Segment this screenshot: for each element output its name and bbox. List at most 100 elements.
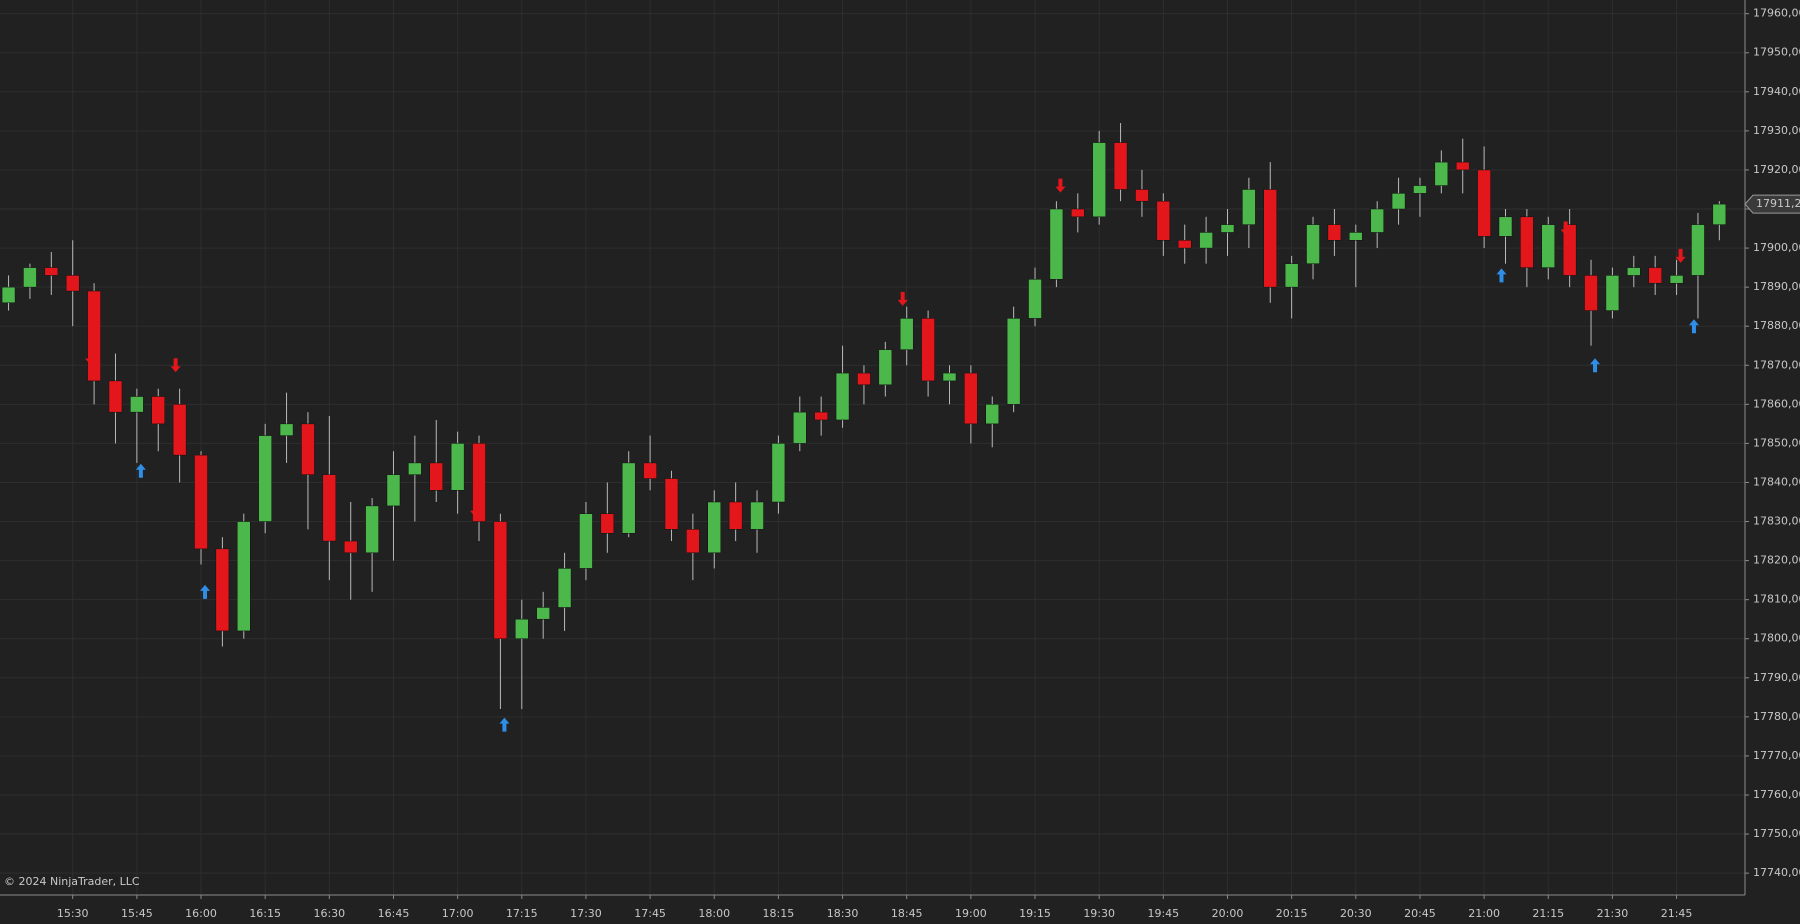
x-tick-label: 19:45	[1147, 907, 1179, 920]
candle-body	[899, 318, 914, 350]
y-tick-label: 17820,00	[1753, 554, 1800, 567]
y-tick-label: 17810,00	[1753, 593, 1800, 606]
x-tick-label: 17:45	[634, 907, 666, 920]
y-tick-label: 17790,00	[1753, 671, 1800, 684]
candle-body	[279, 423, 294, 436]
candle-body	[835, 372, 850, 421]
candle-body	[921, 318, 935, 382]
candle-body	[343, 540, 358, 554]
candle-body	[44, 267, 59, 276]
x-tick-label: 21:30	[1597, 907, 1629, 920]
x-tick-label: 18:45	[891, 907, 923, 920]
candle-body	[664, 478, 679, 530]
candle-body	[1498, 216, 1513, 237]
candle-body	[557, 568, 572, 608]
sell-signal	[1675, 248, 1686, 263]
candle-body	[194, 454, 208, 550]
candle-body	[65, 275, 80, 292]
y-tick-label: 17780,00	[1753, 710, 1800, 723]
candle-body	[1669, 275, 1684, 284]
y-tick-label: 17840,00	[1753, 475, 1800, 488]
x-tick-label: 15:30	[57, 907, 89, 920]
candle-body	[237, 521, 251, 632]
x-tick-label: 21:45	[1661, 907, 1693, 920]
candle-body	[964, 372, 978, 425]
candle-body	[750, 501, 764, 530]
candle-body	[814, 411, 828, 421]
plot	[1, 123, 1727, 732]
buy-signal	[1688, 319, 1699, 334]
candle-body	[600, 513, 615, 534]
sell-signal	[470, 502, 481, 517]
candle-body	[472, 443, 486, 522]
candle-body	[1434, 161, 1449, 186]
candle-body	[23, 267, 37, 288]
axes: 17740,00 17750,00 17760,00 17770,00 17780,00…	[57, 7, 1800, 920]
x-tick-label: 21:15	[1532, 907, 1564, 920]
buy-signal	[1590, 358, 1601, 373]
x-tick-label: 19:15	[1019, 907, 1051, 920]
candle-body	[536, 607, 550, 620]
copyright: © 2024 NinjaTrader, LLC	[4, 875, 140, 888]
candle-body	[1092, 142, 1106, 218]
candle-body	[1520, 216, 1534, 268]
buy-signal	[200, 584, 211, 599]
y-tick-label: 17740,00	[1753, 866, 1800, 879]
candle-body	[857, 372, 871, 386]
sell-signal	[897, 291, 908, 306]
candle-body	[1156, 200, 1171, 241]
candle-body	[1071, 208, 1085, 218]
x-tick-label: 19:00	[955, 907, 987, 920]
candle-body	[1584, 275, 1598, 311]
candle-body	[130, 396, 144, 413]
buy-signal	[135, 463, 146, 478]
candle-body	[771, 443, 786, 503]
candle-body	[1648, 267, 1662, 284]
candle-body	[1306, 224, 1320, 264]
x-tick-label: 18:15	[763, 907, 795, 920]
candle-body	[1712, 203, 1727, 225]
candle-body	[1627, 267, 1641, 276]
candle-body	[621, 462, 636, 534]
candle-body	[108, 380, 123, 413]
candle-body	[1028, 279, 1042, 319]
buy-signal	[1496, 268, 1507, 283]
y-tick-label: 17920,00	[1753, 163, 1800, 176]
x-tick-label: 17:15	[506, 907, 538, 920]
candle-body	[215, 548, 230, 632]
candle-body	[728, 501, 743, 530]
candle-body	[1349, 232, 1363, 241]
y-tick-label: 17860,00	[1753, 397, 1800, 410]
candle-body	[322, 474, 337, 542]
x-tick-label: 17:00	[442, 907, 474, 920]
candle-body	[1, 286, 16, 304]
candle-body	[493, 521, 508, 639]
x-tick-label: 19:30	[1083, 907, 1115, 920]
y-tick-label: 17930,00	[1753, 124, 1800, 137]
x-tick-label: 15:45	[121, 907, 153, 920]
candle-body	[1220, 224, 1235, 233]
x-tick-label: 21:00	[1468, 907, 1500, 920]
candle-body	[707, 501, 722, 554]
y-tick-label: 17890,00	[1753, 280, 1800, 293]
candle-body	[1049, 208, 1064, 280]
candle-body	[878, 349, 893, 386]
y-tick-label: 17760,00	[1753, 788, 1800, 801]
candle-body	[1562, 224, 1577, 276]
candle-body	[1006, 318, 1021, 405]
candle-body	[985, 404, 1000, 425]
candle-body	[515, 618, 529, 639]
y-tick-label: 17960,00	[1753, 7, 1800, 20]
last-price-marker	[1744, 194, 1800, 214]
candle-body	[1605, 275, 1620, 311]
x-tick-label: 17:30	[570, 907, 602, 920]
candle-body	[1413, 185, 1427, 194]
y-tick-label: 17750,00	[1753, 827, 1800, 840]
x-tick-label: 20:30	[1340, 907, 1372, 920]
last-price-label: 17911,25	[1756, 197, 1800, 210]
candle-body	[87, 290, 101, 382]
y-tick-label: 17850,00	[1753, 436, 1800, 449]
buy-signal	[499, 717, 510, 732]
y-tick-label: 17940,00	[1753, 85, 1800, 98]
